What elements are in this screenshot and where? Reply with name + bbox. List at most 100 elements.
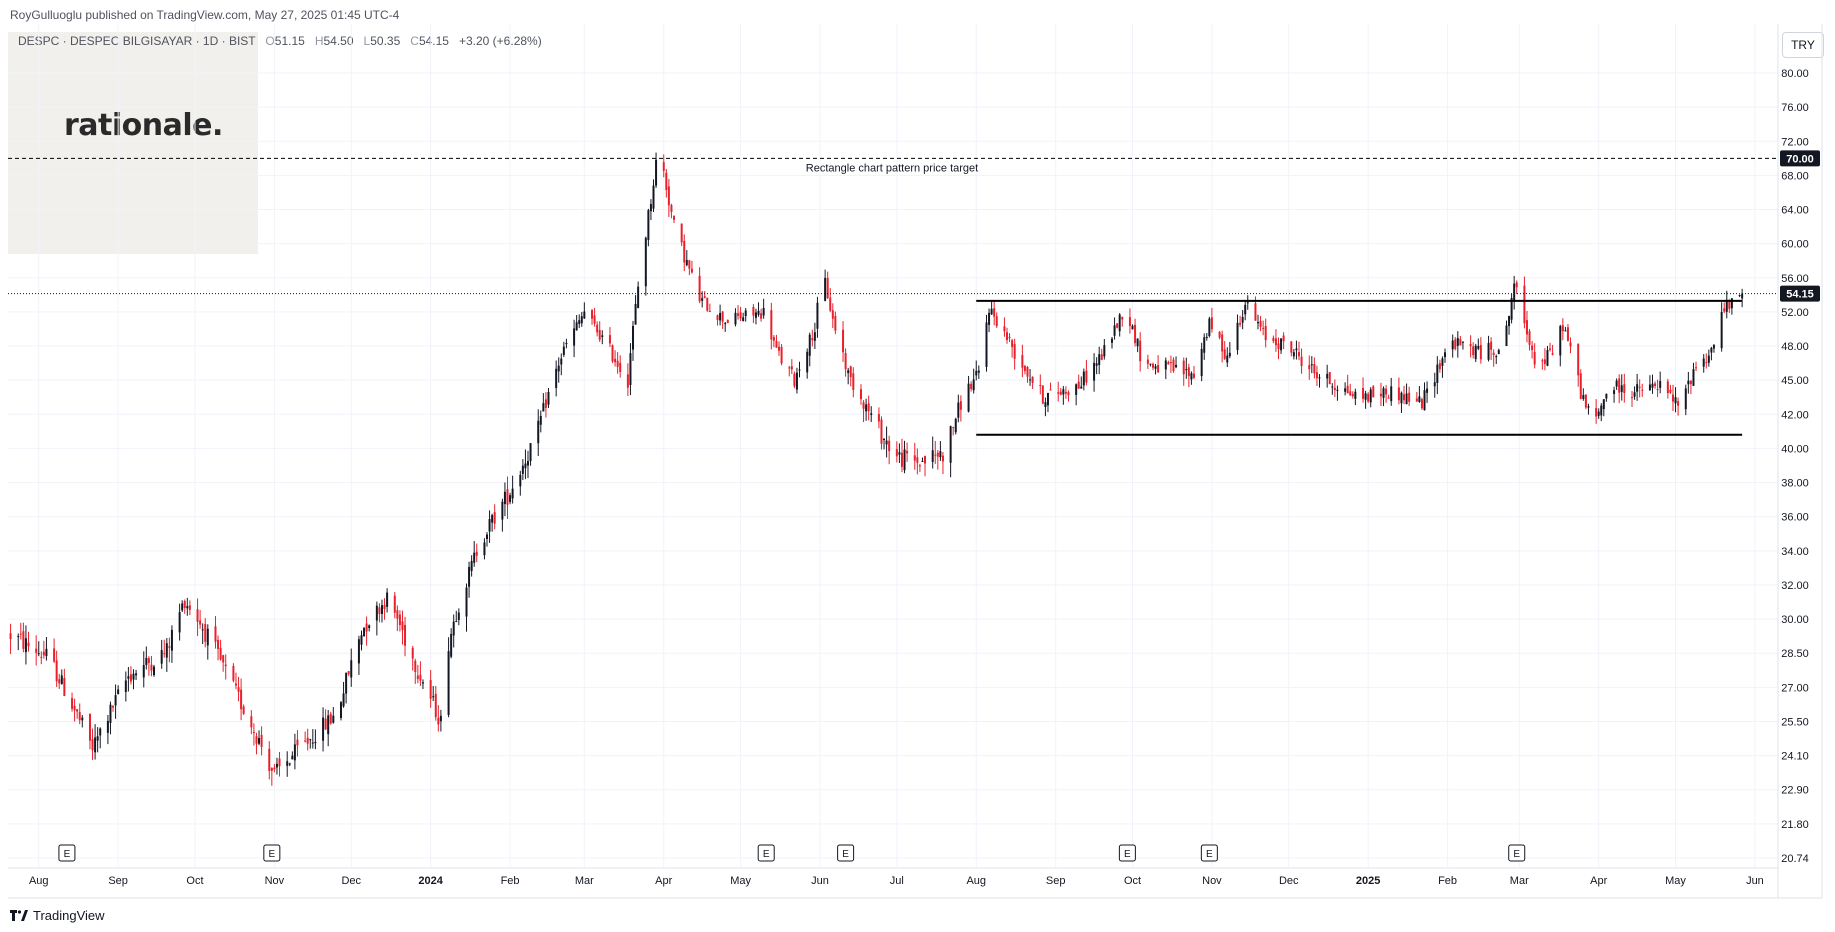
candle-body bbox=[824, 277, 827, 301]
last-price-axis-badge bbox=[1780, 285, 1820, 302]
time-tick-label: Mar bbox=[575, 875, 594, 887]
candle-body bbox=[655, 159, 658, 186]
candle-body bbox=[959, 401, 962, 410]
candle-body bbox=[990, 308, 993, 315]
time-tick-label: May bbox=[1665, 875, 1686, 887]
candle-body bbox=[1023, 366, 1026, 372]
price-tick-label: 21.80 bbox=[1781, 819, 1809, 831]
candle-body bbox=[888, 440, 891, 452]
candle-body bbox=[1671, 394, 1674, 402]
candle-body bbox=[737, 313, 740, 316]
candle-body bbox=[1656, 389, 1659, 391]
candle-body bbox=[96, 736, 99, 741]
candle-body bbox=[1095, 363, 1098, 366]
last-price-axis-label: 54.15 bbox=[1786, 289, 1814, 301]
price-tick-label: 34.00 bbox=[1781, 546, 1809, 558]
candle-body bbox=[183, 601, 186, 608]
candle-body bbox=[1444, 352, 1447, 358]
candle-body bbox=[1134, 324, 1137, 344]
low-value: 50.35 bbox=[370, 34, 401, 48]
candle-body bbox=[1515, 282, 1518, 288]
earnings-marker-icon bbox=[1508, 844, 1526, 862]
candle-body bbox=[849, 366, 852, 378]
candle-body bbox=[332, 715, 335, 723]
candle-body bbox=[1167, 362, 1170, 365]
candle-body bbox=[404, 625, 407, 646]
candle-body bbox=[975, 370, 978, 376]
price-tick-label: 48.00 bbox=[1781, 341, 1809, 353]
candle-body bbox=[1433, 382, 1436, 387]
candle-body bbox=[45, 648, 48, 657]
candle-body bbox=[565, 343, 568, 345]
tradingview-footer[interactable]: TradingView bbox=[10, 908, 105, 923]
candle-body bbox=[214, 626, 217, 642]
earnings-marker-label: E bbox=[842, 849, 849, 860]
price-tick-label: 20.74 bbox=[1781, 853, 1809, 865]
candle-body bbox=[895, 449, 898, 457]
candle-body bbox=[311, 742, 314, 744]
candle-body bbox=[186, 606, 189, 609]
candle-body bbox=[1344, 388, 1347, 392]
candle-body bbox=[913, 455, 916, 461]
candle-body bbox=[591, 310, 594, 319]
candle-body bbox=[662, 162, 665, 171]
candle-body bbox=[1459, 339, 1462, 346]
candle-body bbox=[1031, 376, 1034, 383]
candle-body bbox=[437, 717, 440, 725]
candle-body bbox=[1564, 330, 1567, 332]
candle-body bbox=[619, 362, 622, 372]
candle-body bbox=[1415, 398, 1418, 402]
time-tick-label: Sep bbox=[1046, 875, 1066, 887]
candle-body bbox=[1472, 346, 1475, 356]
candle-body bbox=[931, 450, 934, 462]
price-tick-label: 38.00 bbox=[1781, 478, 1809, 490]
candle-body bbox=[71, 698, 74, 709]
candle-body bbox=[1469, 344, 1472, 347]
candle-body bbox=[1295, 348, 1298, 351]
candle-body bbox=[232, 665, 235, 681]
candle-body bbox=[1636, 384, 1639, 392]
candle-body bbox=[1057, 392, 1060, 394]
candle-body bbox=[583, 311, 586, 319]
candle-body bbox=[350, 660, 353, 678]
earnings-marker-icon bbox=[1200, 844, 1218, 862]
candle-body bbox=[322, 717, 325, 741]
candle-body bbox=[1436, 364, 1439, 383]
candle-body bbox=[1139, 340, 1142, 362]
candle-body bbox=[842, 329, 845, 353]
price-tick-label: 30.00 bbox=[1781, 614, 1809, 626]
candle-body bbox=[291, 755, 294, 760]
candle-body bbox=[1369, 389, 1372, 403]
candle-body bbox=[1490, 341, 1493, 350]
candle-body bbox=[941, 455, 944, 462]
candle-body bbox=[1157, 365, 1160, 373]
candle-body bbox=[1336, 389, 1339, 391]
candle-body bbox=[147, 658, 150, 664]
candle-body bbox=[1497, 349, 1500, 355]
candle-body bbox=[611, 345, 614, 362]
candle-body bbox=[457, 612, 460, 620]
time-tick-label: Apr bbox=[1590, 875, 1607, 887]
candle-body bbox=[1677, 401, 1680, 406]
candle-body bbox=[1290, 341, 1293, 353]
candle-body bbox=[1605, 393, 1608, 399]
candle-body bbox=[865, 404, 868, 412]
earnings-marker-label: E bbox=[1206, 849, 1213, 860]
candle-body bbox=[88, 713, 91, 741]
candle-body bbox=[1633, 392, 1636, 397]
candle-body bbox=[916, 457, 919, 463]
candle-body bbox=[1172, 359, 1175, 372]
candle-body bbox=[1385, 388, 1388, 395]
candle-body bbox=[1595, 407, 1598, 417]
candle-body bbox=[798, 369, 801, 371]
candle-body bbox=[1479, 344, 1482, 360]
currency-button[interactable]: TRY bbox=[1782, 32, 1824, 58]
candle-body bbox=[977, 370, 980, 373]
candle-body bbox=[1026, 367, 1029, 377]
candle-body bbox=[511, 488, 514, 499]
time-tick-label: 2025 bbox=[1356, 875, 1380, 887]
time-tick-label: Nov bbox=[1202, 875, 1222, 887]
candle-body bbox=[726, 320, 729, 323]
candle-body bbox=[1587, 406, 1590, 408]
